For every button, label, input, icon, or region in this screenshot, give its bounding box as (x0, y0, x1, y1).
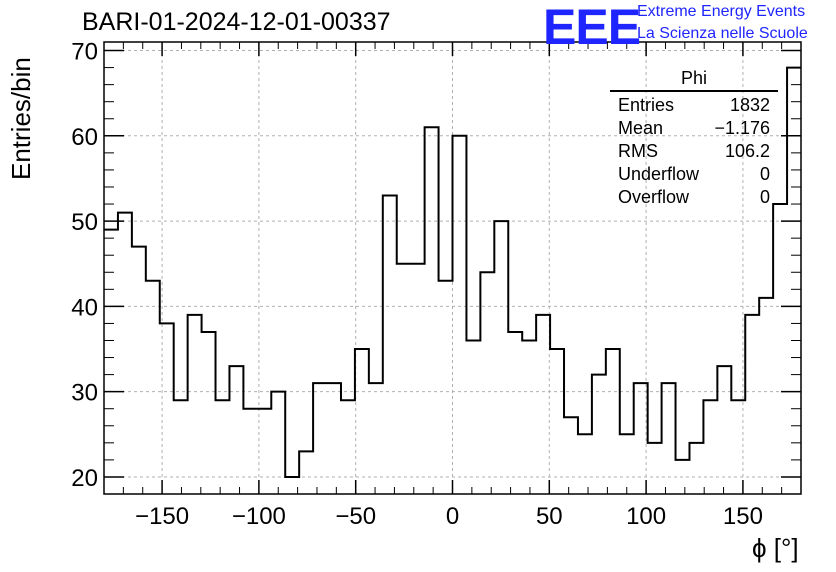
y-tick-label: 60 (71, 124, 98, 151)
y-tick-label: 50 (71, 209, 98, 236)
stats-value: −1.176 (714, 118, 770, 138)
stats-value: 106.2 (724, 141, 770, 161)
y-axis-label: Entries/bin (6, 57, 36, 180)
y-tick-label: 20 (71, 465, 98, 492)
stats-row-entries: Entries 1832 (610, 94, 778, 117)
stats-box: Phi Entries 1832 Mean −1.176 RMS 106.2 U… (610, 68, 778, 209)
stats-row-mean: Mean −1.176 (610, 117, 778, 140)
x-tick-label: 0 (446, 503, 459, 530)
stats-value: 1832 (729, 95, 770, 115)
stats-value: 0 (759, 164, 770, 184)
stats-label: Mean (618, 118, 664, 138)
x-tick-label: 50 (536, 503, 563, 530)
eee-logo: EEE (543, 0, 641, 55)
stats-label: RMS (618, 141, 658, 161)
axis-ticks: −150 −100 −50 0 50 100 150 20 30 40 50 60 70 (71, 39, 801, 530)
x-axis-label: ϕ [°] (752, 533, 799, 563)
histogram-line (104, 66, 801, 478)
stats-title: Phi (610, 68, 778, 92)
logo-subtitle-2: La Scienza nelle Scuole (637, 25, 808, 42)
stats-label: Entries (618, 95, 675, 115)
chart-title: BARI-01-2024-12-01-00337 (82, 8, 391, 36)
y-tick-label: 70 (71, 39, 98, 66)
stats-label: Overflow (618, 187, 690, 207)
stats-value: 0 (759, 187, 770, 207)
stats-row-rms: RMS 106.2 (610, 140, 778, 163)
stats-row-overflow: Overflow 0 (610, 186, 778, 209)
x-tick-label: −50 (335, 503, 376, 530)
x-tick-label: 100 (626, 503, 666, 530)
y-tick-label: 30 (71, 380, 98, 407)
x-tick-label: −100 (232, 503, 286, 530)
x-tick-label: −150 (135, 503, 189, 530)
y-tick-label: 40 (71, 294, 98, 321)
x-tick-label: 150 (723, 503, 763, 530)
stats-label: Underflow (618, 164, 700, 184)
logo-subtitle-1: Extreme Energy Events (637, 3, 806, 20)
stats-row-underflow: Underflow 0 (610, 163, 778, 186)
